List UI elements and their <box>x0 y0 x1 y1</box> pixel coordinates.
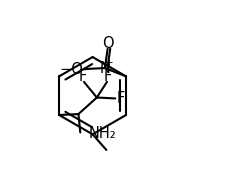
Text: F: F <box>79 69 87 84</box>
Text: F: F <box>116 91 124 106</box>
Text: −O: −O <box>59 61 83 77</box>
Text: O: O <box>102 36 113 51</box>
Text: +: + <box>105 58 114 68</box>
Text: N: N <box>99 61 110 76</box>
Text: F: F <box>104 69 112 84</box>
Text: NH₂: NH₂ <box>89 126 116 141</box>
